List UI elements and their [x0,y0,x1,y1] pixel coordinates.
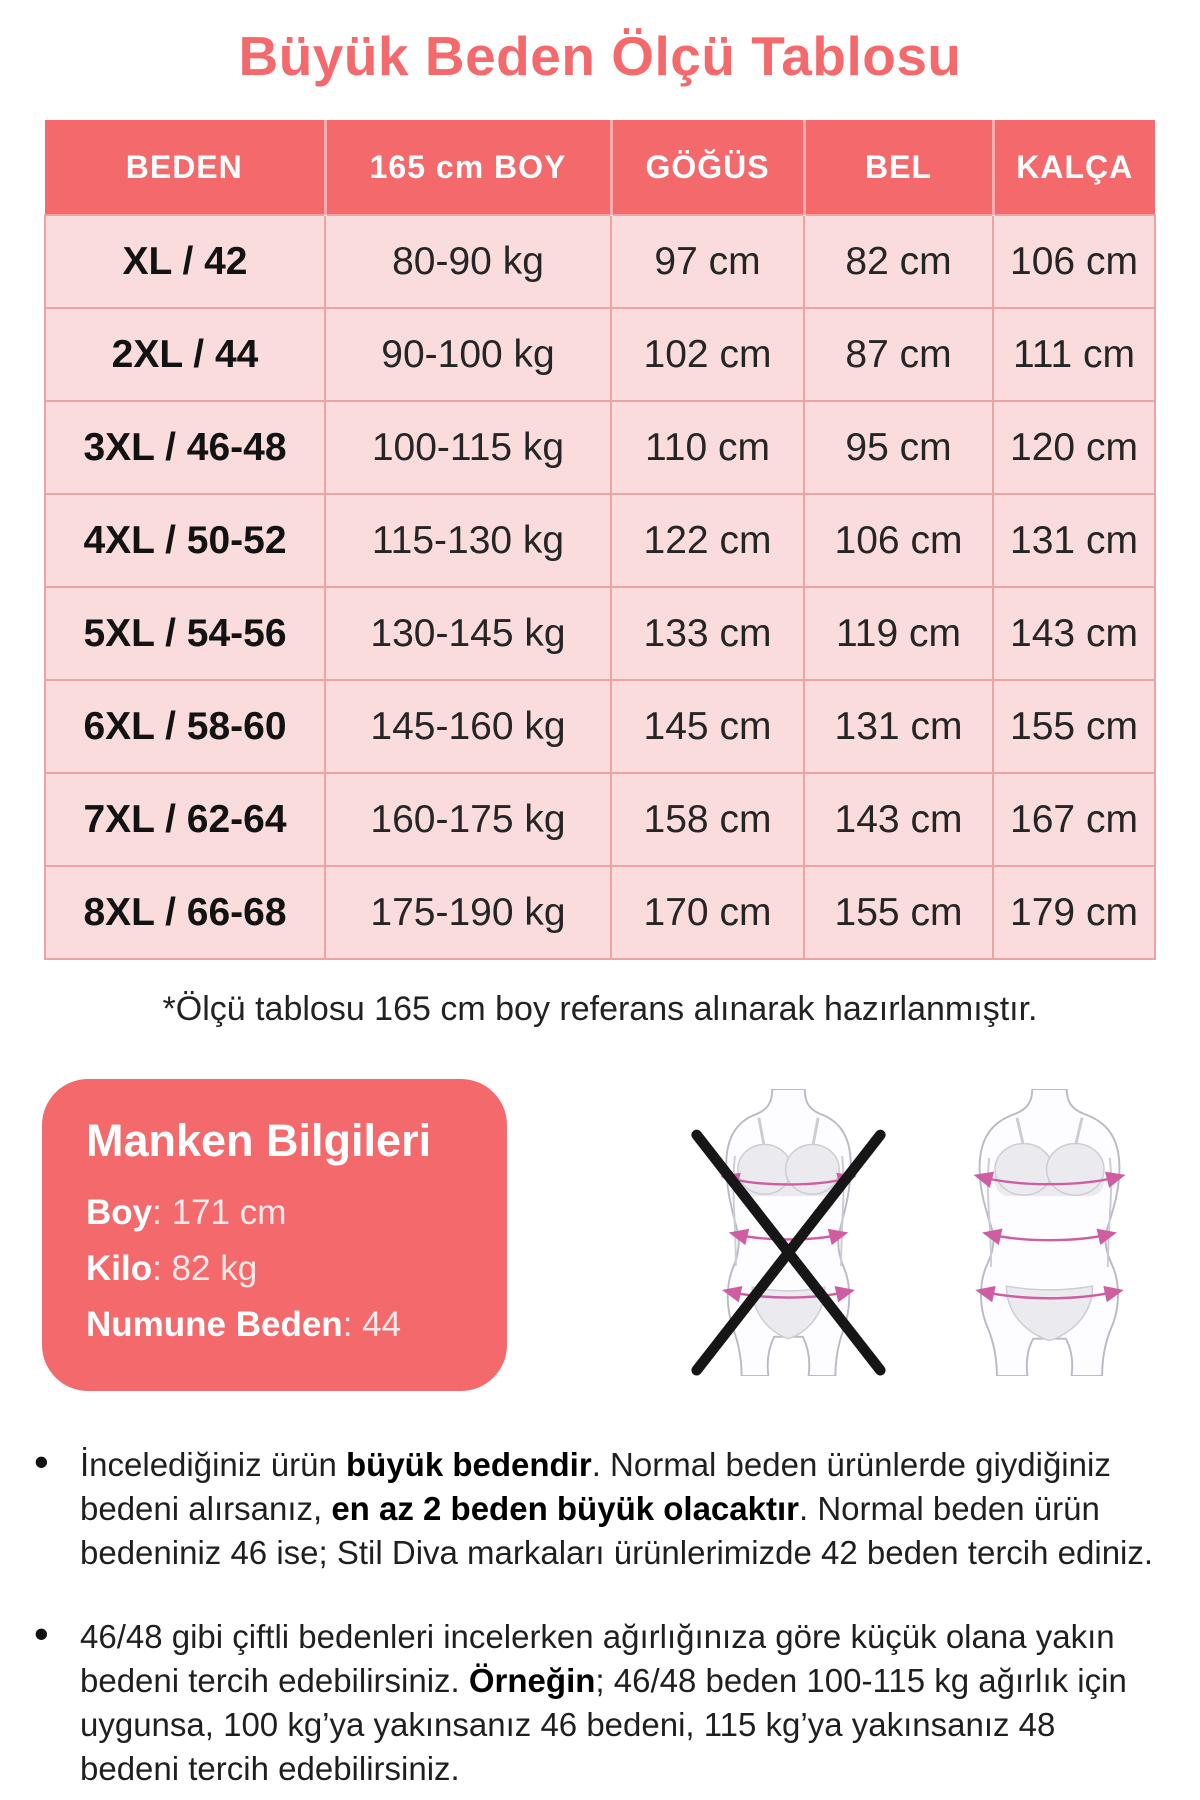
measure-cell: 131 cm [992,493,1156,588]
model-info-section: Manken Bilgileri Boy: 171 cm Kilo: 82 kg N… [42,1079,1180,1391]
note-item: İncelediğiniz ürün büyük bedendir. Norma… [0,1440,1160,1575]
measure-cell: 87 cm [803,307,994,402]
size-table: BEDEN 165 cm BOY GÖĞÜS BEL KALÇA XL / 42 80-9… [44,120,1156,960]
table-row: 3XL / 46-48 100-115 kg 110 cm 95 cm 120 cm [44,400,1156,495]
measure-cell: 131 cm [803,679,994,774]
note-item: 46/48 gibi çiftli bedenleri incelerken a… [0,1612,1160,1791]
measure-cell: 130-145 kg [324,586,612,681]
measure-cell: 133 cm [610,586,805,681]
table-row: 7XL / 62-64 160-175 kg 158 cm 143 cm 167 cm [44,772,1156,867]
measure-cell: 90-100 kg [324,307,612,402]
bust-measure-line [973,1171,1126,1303]
x-cross-icon [691,1129,886,1376]
measure-cell: 143 cm [992,586,1156,681]
size-cell: 5XL / 54-56 [44,586,326,681]
measure-cell: 155 cm [992,679,1156,774]
measure-cell: 145 cm [610,679,805,774]
column-header: 165 cm BOY [325,120,613,215]
size-table-body: XL / 42 80-90 kg 97 cm 82 cm 106 cm 2XL / 44 9… [44,214,1156,960]
column-header: GÖĞÜS [611,120,806,215]
table-row: 6XL / 58-60 145-160 kg 145 cm 131 cm 155 cm [44,679,1156,774]
measure-cell: 170 cm [610,865,805,960]
measure-cell: 160-175 kg [324,772,612,867]
model-info-lines: Boy: 171 cm Kilo: 82 kg Numune Beden: 44 [86,1193,479,1345]
table-row: 4XL / 50-52 115-130 kg 122 cm 106 cm 131 cm [44,493,1156,588]
size-cell: 4XL / 50-52 [44,493,326,588]
column-header: KALÇA [993,120,1155,215]
measure-cell: 145-160 kg [324,679,612,774]
measure-cell: 80-90 kg [324,214,612,309]
model-info-card: Manken Bilgileri Boy: 171 cm Kilo: 82 kg N… [42,1079,507,1391]
table-row: 2XL / 44 90-100 kg 102 cm 87 cm 111 cm [44,307,1156,402]
model-info-line: Numune Beden: 44 [86,1305,402,1344]
measure-cell: 119 cm [803,586,994,681]
measure-cell: 102 cm [610,307,805,402]
table-row: 5XL / 54-56 130-145 kg 133 cm 119 cm 143 cm [44,586,1156,681]
measurement-figures [676,1079,1162,1376]
size-cell: 7XL / 62-64 [44,772,326,867]
measure-cell: 158 cm [610,772,805,867]
model-info-title: Manken Bilgileri [86,1115,432,1166]
plus-size-body-icon [973,1089,1126,1376]
column-header: BEL [804,120,995,215]
measure-cell: 115-130 kg [324,493,612,588]
correct-measurement-figure [937,1089,1162,1376]
table-row: XL / 42 80-90 kg 97 cm 82 cm 106 cm [44,214,1156,309]
size-cell: 3XL / 46-48 [44,400,326,495]
notes-list: İncelediğiniz ürün büyük bedendir. Norma… [0,1440,1160,1791]
measure-cell: 175-190 kg [324,865,612,960]
table-footnote: *Ölçü tablosu 165 cm boy referans alınar… [162,990,1038,1028]
size-table-header-row: BEDEN 165 cm BOY GÖĞÜS BEL KALÇA [45,120,1155,215]
measure-cell: 106 cm [803,493,994,588]
measure-cell: 106 cm [992,214,1156,309]
size-cell: 2XL / 44 [44,307,326,402]
measure-cell: 120 cm [992,400,1156,495]
size-cell: 8XL / 66-68 [44,865,326,960]
measure-cell: 167 cm [992,772,1156,867]
measure-cell: 95 cm [803,400,994,495]
measure-cell: 143 cm [803,772,994,867]
size-cell: XL / 42 [44,214,326,309]
measure-cell: 155 cm [803,865,994,960]
model-info-line: Boy: 171 cm [86,1193,287,1232]
measure-cell: 179 cm [992,865,1156,960]
model-info-line: Kilo: 82 kg [86,1249,258,1288]
page-title: Büyük Beden Ölçü Tablosu [238,25,962,87]
crossed-out-slim-body-icon [691,1089,886,1376]
column-header: BEDEN [45,120,327,215]
measure-cell: 110 cm [610,400,805,495]
measure-cell: 100-115 kg [324,400,612,495]
measure-cell: 111 cm [992,307,1156,402]
size-cell: 6XL / 58-60 [44,679,326,774]
bust-measure-line [720,1172,857,1303]
measure-cell: 97 cm [610,214,805,309]
table-row: 8XL / 66-68 175-190 kg 170 cm 155 cm 179 cm [44,865,1156,960]
measure-cell: 82 cm [803,214,994,309]
wrong-measurement-figure [676,1089,901,1376]
measure-cell: 122 cm [610,493,805,588]
